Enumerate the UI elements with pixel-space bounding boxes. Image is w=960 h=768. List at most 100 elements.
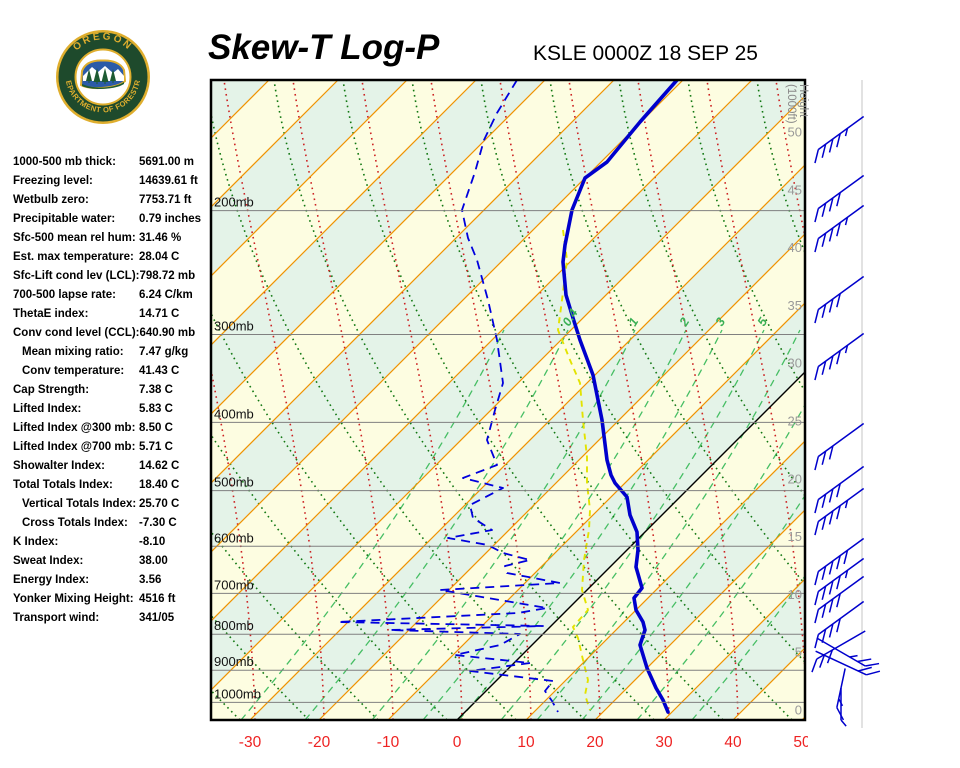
dry-adiabat [211, 311, 517, 720]
height-label: 20 [788, 471, 802, 486]
stat-row: 700-500 lapse rate: 6.24 C/km [13, 286, 213, 305]
stat-row: Conv temperature: 41.43 C [13, 362, 213, 381]
height-label: 50 [788, 125, 802, 140]
temp-axis-label: 40 [724, 734, 742, 751]
height-label: 0 [795, 703, 802, 718]
stat-value: 25.70 C [139, 498, 180, 510]
pressure-label: 800mb [214, 618, 254, 633]
stat-label: Est. max temperature: [13, 251, 134, 263]
temp-axis-label: -10 [377, 734, 400, 751]
stat-label: 1000-500 mb thick: [13, 156, 116, 168]
stat-label: Total Totals Index: [13, 479, 113, 491]
moist-adiabat [568, 80, 670, 720]
dry-adiabat [211, 530, 379, 720]
wind-barb [814, 465, 865, 514]
height-label: 35 [788, 298, 802, 313]
temp-axis-label: -30 [239, 734, 262, 751]
stat-row: ThetaE index: 14.71 C [13, 305, 213, 324]
stat-row: Sfc-Lift cond lev (LCL): 798.72 mb [13, 267, 213, 286]
stat-value: 41.43 C [139, 365, 180, 377]
dry-adiabat [211, 433, 448, 720]
stat-value: 31.46 % [139, 232, 182, 244]
wind-barb [814, 204, 865, 253]
wind-barb [815, 650, 881, 676]
mixing-ratio-line [422, 329, 687, 720]
dry-adiabat [895, 80, 960, 720]
stat-row: Transport wind: 341/05 [13, 609, 213, 628]
stat-label: Conv temperature: [22, 365, 125, 377]
stat-value: 640.90 mb [139, 327, 196, 339]
stat-value: 798.72 mb [139, 270, 196, 282]
pressure-label: 1000mb [214, 686, 261, 701]
wind-barb [814, 557, 865, 606]
chart-field [0, 80, 960, 720]
moist-adiabat [637, 80, 739, 720]
pressure-label: 600mb [214, 530, 254, 545]
stat-label: Energy Index: [13, 574, 90, 586]
stat-value: 7.47 g/kg [139, 346, 189, 358]
stat-label: K Index: [13, 536, 59, 548]
stat-label: Precipitable water: [13, 213, 116, 225]
stat-row: Vertical Totals Index: 25.70 C [13, 495, 213, 514]
moist-adiabat [499, 80, 601, 720]
stat-row: Freezing level: 14639.61 ft [13, 172, 213, 191]
isotherm [211, 95, 805, 691]
stat-row: Cross Totals Index: -7.30 C [13, 514, 213, 533]
stat-label: Sweat Index: [13, 555, 84, 567]
isotherm [211, 80, 615, 484]
isotherm [211, 80, 408, 277]
stat-row: Lifted Index: 5.83 C [13, 400, 213, 419]
stat-value: 28.04 C [139, 251, 180, 263]
stat-label: Cross Totals Index: [22, 517, 128, 529]
height-axis-caption: Height(1000ft) [785, 84, 809, 124]
temp-axis-label: 0 [453, 734, 462, 751]
mixing-ratio-line [536, 329, 801, 720]
isotherm [594, 509, 805, 720]
stat-value: 8.50 C [139, 422, 173, 434]
isotherm [801, 716, 805, 720]
isotherm [211, 80, 477, 346]
isotherm [211, 80, 339, 208]
wind-barb [814, 422, 865, 471]
height-label: 45 [788, 182, 802, 197]
stat-row: Yonker Mixing Height: 4516 ft [13, 590, 213, 609]
stat-label: Yonker Mixing Height: [13, 593, 134, 605]
stat-row: K Index: -8.10 [13, 533, 213, 552]
wind-barb [814, 600, 865, 649]
isotherm [318, 233, 805, 720]
stat-label: Showalter Index: [13, 460, 106, 472]
height-label: 10 [788, 587, 802, 602]
stat-value: 14.62 C [139, 460, 180, 472]
mixing-ratio-line [581, 403, 805, 720]
stat-label: Lifted Index @700 mb: [13, 441, 136, 453]
dry-adiabat [826, 80, 960, 720]
stats-panel: 1000-500 mb thick: 5691.00 m Freezing leve… [13, 153, 213, 628]
pressure-label: 300mb [214, 319, 254, 334]
wind-barb [816, 637, 880, 667]
logo-foreground [82, 82, 124, 89]
stat-value: 3.56 [139, 574, 162, 586]
mixing-ratio-line [371, 329, 636, 720]
isotherm [0, 80, 200, 720]
zero-isotherm [456, 371, 805, 720]
dry-adiabat [211, 614, 310, 720]
stat-row: Conv cond level (CCL): 640.90 mb [13, 324, 213, 343]
moist-adiabat [845, 80, 945, 720]
wind-barb [814, 275, 865, 324]
mixing-ratio-line [500, 329, 765, 720]
stat-row: 1000-500 mb thick: 5691.00 m [13, 153, 213, 172]
isotherm [663, 578, 805, 720]
pressure-label: 500mb [214, 475, 254, 490]
stat-row: Sfc-500 mean rel hum: 31.46 % [13, 229, 213, 248]
forestry-logo: OREGON DEPARTMENT OF FORESTRY [55, 29, 150, 124]
stat-value: 341/05 [139, 612, 175, 624]
temp-axis-label: -20 [308, 734, 331, 751]
stat-row: Est. max temperature: 28.04 C [13, 248, 213, 267]
dry-adiabat [411, 80, 793, 720]
stat-label: Freezing level: [13, 175, 93, 187]
isotherm [211, 80, 546, 415]
height-label: 15 [788, 529, 802, 544]
stat-value: 7.38 C [139, 384, 173, 396]
